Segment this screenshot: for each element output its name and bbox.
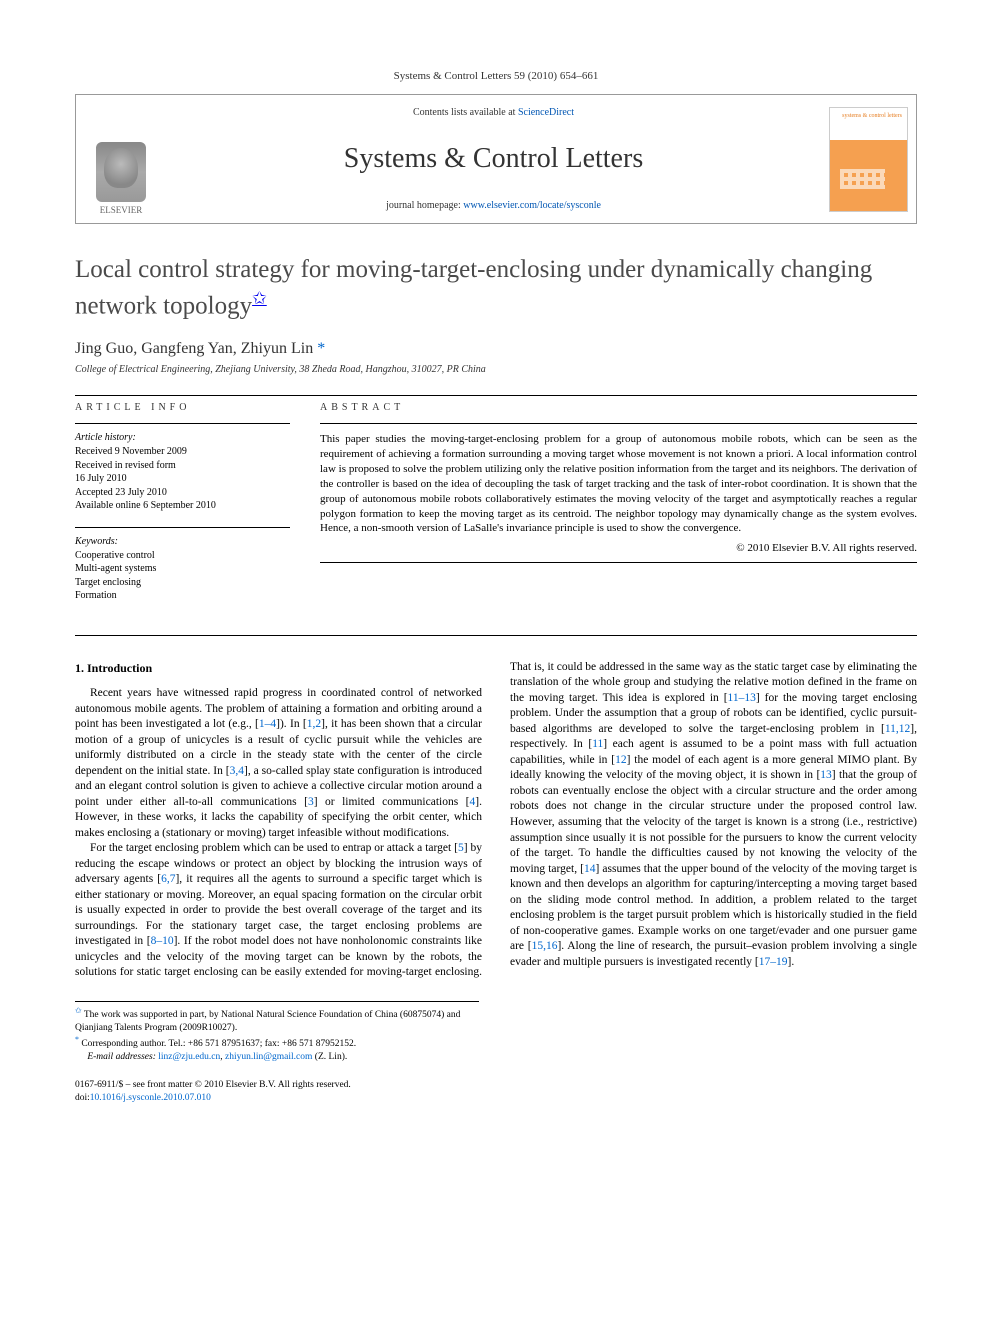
contents-prefix: Contents lists available at	[413, 107, 518, 118]
keyword: Formation	[75, 589, 290, 603]
funding-footnote: ✩ The work was supported in part, by Nat…	[75, 1006, 479, 1035]
keyword: Multi-agent systems	[75, 562, 290, 576]
cover-label: systems & control letters	[842, 113, 902, 120]
divider-bottom	[75, 635, 917, 636]
title-text: Local control strategy for moving-target…	[75, 256, 872, 319]
keywords-label: Keywords:	[75, 536, 290, 547]
body-text: ] that the group of robots can eventuall…	[510, 769, 917, 874]
citation-link[interactable]: 11	[592, 738, 603, 750]
body-columns: 1. Introduction Recent years have witnes…	[75, 660, 917, 981]
body-text: ].	[788, 956, 795, 968]
citation-link[interactable]: 11,12	[885, 723, 910, 735]
affiliation: College of Electrical Engineering, Zheji…	[75, 364, 917, 375]
corr-symbol: *	[75, 1035, 79, 1044]
divider-abs-1	[320, 423, 917, 424]
doi-link[interactable]: 10.1016/j.sysconle.2010.07.010	[90, 1093, 211, 1103]
divider-abs-2	[320, 562, 917, 563]
article-info-column: ARTICLE INFO Article history: Received 9…	[75, 402, 290, 617]
abstract-copyright: © 2010 Elsevier B.V. All rights reserved…	[320, 542, 917, 554]
title-footnote-link[interactable]: ✩	[252, 288, 267, 308]
citation-link[interactable]: 11–13	[728, 692, 756, 704]
history-line: 16 July 2010	[75, 472, 290, 486]
homepage-prefix: journal homepage:	[386, 200, 463, 211]
abstract-label: ABSTRACT	[320, 402, 917, 413]
email-label: E-mail addresses:	[87, 1052, 156, 1062]
history-label: Article history:	[75, 432, 290, 443]
elsevier-logo: ELSEVIER	[96, 142, 146, 215]
body-text: ] or limited communications [	[314, 796, 470, 808]
doi-line: doi:10.1016/j.sysconle.2010.07.010	[75, 1092, 917, 1105]
corresponding-footnote: * Corresponding author. Tel.: +86 571 87…	[75, 1035, 479, 1051]
publisher-logo-cell: ELSEVIER	[76, 95, 166, 223]
footer: 0167-6911/$ – see front matter © 2010 El…	[75, 1079, 917, 1105]
citation-link[interactable]: 6,7	[161, 873, 175, 885]
body-text: ]. Along the line of research, the pursu…	[510, 940, 917, 968]
citation-link[interactable]: 8–10	[151, 935, 174, 947]
elsevier-tree-icon	[96, 142, 146, 202]
journal-header: ELSEVIER Contents lists available at Sci…	[75, 94, 917, 224]
citation-link[interactable]: 3,4	[230, 765, 244, 777]
header-center: Contents lists available at ScienceDirec…	[166, 95, 821, 223]
history-line: Accepted 23 July 2010	[75, 486, 290, 500]
divider-info-1	[75, 423, 290, 424]
citation-link[interactable]: 1–4	[259, 718, 276, 730]
homepage-line: journal homepage: www.elsevier.com/locat…	[166, 200, 821, 211]
footnotes: ✩ The work was supported in part, by Nat…	[75, 1001, 479, 1064]
body-text: ] assumes that the upper bound of the ve…	[510, 863, 917, 953]
history-line: Received 9 November 2009	[75, 445, 290, 459]
article-info-label: ARTICLE INFO	[75, 402, 290, 413]
body-text: For the target enclosing problem which c…	[90, 842, 458, 854]
citation-link[interactable]: 15,16	[532, 940, 558, 952]
corr-text: Corresponding author. Tel.: +86 571 8795…	[81, 1039, 356, 1049]
funding-symbol: ✩	[75, 1006, 82, 1015]
citation-link[interactable]: 12	[615, 754, 627, 766]
article-title: Local control strategy for moving-target…	[75, 254, 917, 322]
cover-cell: systems & control letters	[821, 95, 916, 223]
contents-line: Contents lists available at ScienceDirec…	[166, 107, 821, 118]
abstract-column: ABSTRACT This paper studies the moving-t…	[320, 402, 917, 617]
homepage-link[interactable]: www.elsevier.com/locate/sysconle	[463, 200, 601, 211]
journal-name: Systems & Control Letters	[166, 143, 821, 175]
body-text: in [	[134, 935, 150, 947]
sciencedirect-link[interactable]: ScienceDirect	[518, 107, 574, 118]
citation-link[interactable]: 13	[820, 769, 832, 781]
email-link[interactable]: linz@zju.edu.cn	[158, 1052, 220, 1062]
issn-line: 0167-6911/$ – see front matter © 2010 El…	[75, 1079, 917, 1092]
corresponding-author-link[interactable]: *	[317, 340, 325, 357]
publisher-name: ELSEVIER	[100, 205, 143, 215]
citation-link[interactable]: 1,2	[307, 718, 321, 730]
body-text: ]). In [	[276, 718, 307, 730]
body-paragraph: Recent years have witnessed rapid progre…	[75, 686, 482, 841]
email-link[interactable]: zhiyun.lin@gmail.com	[225, 1052, 312, 1062]
journal-cover-thumbnail: systems & control letters	[829, 107, 908, 212]
journal-reference: Systems & Control Letters 59 (2010) 654–…	[75, 70, 917, 82]
keyword: Target enclosing	[75, 576, 290, 590]
divider-top	[75, 395, 917, 396]
email-person: (Z. Lin).	[315, 1052, 347, 1062]
funding-text: The work was supported in part, by Natio…	[75, 1010, 460, 1033]
authors-text: Jing Guo, Gangfeng Yan, Zhiyun Lin	[75, 340, 313, 357]
history-line: Available online 6 September 2010	[75, 499, 290, 513]
abstract-text: This paper studies the moving-target-enc…	[320, 432, 917, 536]
email-footnote: E-mail addresses: linz@zju.edu.cn, zhiyu…	[75, 1051, 479, 1064]
divider-info-2	[75, 527, 290, 528]
section-heading: 1. Introduction	[75, 660, 482, 676]
citation-link[interactable]: 17–19	[759, 956, 788, 968]
citation-link[interactable]: 14	[584, 863, 596, 875]
meta-row: ARTICLE INFO Article history: Received 9…	[75, 402, 917, 617]
history-line: Received in revised form	[75, 459, 290, 473]
authors: Jing Guo, Gangfeng Yan, Zhiyun Lin *	[75, 340, 917, 358]
doi-label: doi:	[75, 1093, 90, 1103]
keyword: Cooperative control	[75, 549, 290, 563]
